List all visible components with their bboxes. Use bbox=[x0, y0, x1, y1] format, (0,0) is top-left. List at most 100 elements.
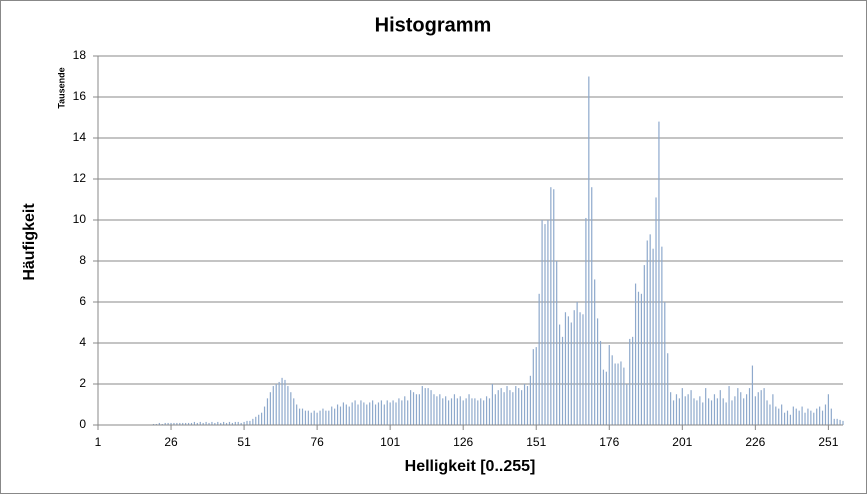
bar bbox=[223, 421, 225, 425]
bar bbox=[649, 234, 651, 425]
bar bbox=[789, 414, 792, 425]
bar bbox=[310, 412, 312, 425]
bar bbox=[728, 386, 730, 425]
bar bbox=[620, 361, 622, 425]
bar bbox=[643, 265, 645, 425]
bar bbox=[585, 217, 587, 425]
bar bbox=[667, 353, 669, 425]
bar bbox=[614, 363, 616, 425]
bar bbox=[497, 390, 499, 425]
bar bbox=[480, 398, 482, 425]
bar bbox=[658, 121, 660, 425]
bar bbox=[185, 422, 187, 425]
bar bbox=[252, 418, 254, 425]
bar bbox=[196, 422, 198, 425]
bar bbox=[316, 412, 318, 425]
bar bbox=[821, 410, 824, 425]
bar bbox=[494, 394, 496, 425]
bar bbox=[249, 420, 251, 425]
bar bbox=[401, 400, 403, 425]
y-tick-label: 8 bbox=[79, 253, 86, 267]
bar bbox=[477, 400, 479, 425]
bar bbox=[284, 379, 286, 425]
bar bbox=[640, 293, 643, 425]
bar bbox=[786, 410, 789, 425]
x-tick-label: 176 bbox=[599, 435, 619, 449]
bar bbox=[442, 398, 444, 425]
bar bbox=[345, 404, 347, 425]
bar bbox=[415, 394, 418, 425]
bar bbox=[348, 406, 350, 425]
bar bbox=[176, 422, 178, 425]
bar bbox=[363, 402, 365, 425]
bar bbox=[205, 421, 207, 425]
bar bbox=[748, 388, 751, 425]
bar bbox=[804, 412, 806, 425]
x-tick-label: 101 bbox=[380, 435, 400, 449]
bar bbox=[664, 302, 666, 425]
bar bbox=[693, 398, 695, 425]
bar bbox=[544, 224, 546, 425]
bar bbox=[372, 400, 374, 425]
bar bbox=[164, 422, 166, 425]
bar bbox=[211, 421, 213, 425]
bar bbox=[547, 220, 549, 425]
bar bbox=[740, 392, 742, 425]
bar bbox=[582, 314, 584, 425]
bar bbox=[354, 400, 356, 425]
bar bbox=[576, 302, 578, 425]
bar bbox=[526, 386, 529, 425]
bar bbox=[225, 422, 228, 425]
bar bbox=[681, 388, 683, 425]
bar bbox=[459, 396, 461, 425]
bar bbox=[199, 421, 201, 425]
bar bbox=[538, 293, 540, 425]
x-tick-label: 1 bbox=[95, 435, 102, 449]
bar bbox=[745, 394, 748, 425]
bar bbox=[351, 402, 353, 425]
bar bbox=[690, 390, 692, 425]
bar bbox=[231, 422, 233, 425]
chart-title: Histogramm bbox=[375, 14, 492, 36]
y-tick-label: 4 bbox=[79, 335, 86, 349]
bar bbox=[304, 410, 307, 425]
bar bbox=[783, 412, 786, 425]
bar bbox=[661, 246, 663, 425]
bar bbox=[678, 398, 680, 425]
bar bbox=[532, 349, 534, 425]
bar bbox=[275, 384, 277, 425]
bar bbox=[398, 398, 400, 425]
y-tick-label: 10 bbox=[73, 212, 87, 226]
bar bbox=[559, 324, 561, 425]
bar bbox=[506, 386, 508, 425]
bar bbox=[594, 279, 596, 425]
x-tick-label: 126 bbox=[453, 435, 473, 449]
bar bbox=[290, 392, 292, 425]
bar bbox=[763, 388, 765, 425]
bar bbox=[713, 394, 716, 425]
bar bbox=[687, 394, 689, 425]
bar bbox=[652, 248, 654, 425]
bar bbox=[512, 392, 514, 425]
bar bbox=[608, 345, 610, 425]
bar bbox=[465, 398, 467, 425]
bar bbox=[827, 394, 829, 425]
bar bbox=[670, 392, 672, 425]
bar bbox=[424, 388, 426, 425]
bar bbox=[263, 406, 266, 425]
bar bbox=[228, 421, 231, 425]
bar bbox=[617, 363, 619, 425]
bar bbox=[456, 398, 458, 425]
bar bbox=[453, 394, 456, 425]
y-tick-label: 6 bbox=[79, 294, 86, 308]
bar bbox=[307, 410, 309, 425]
bar bbox=[293, 398, 295, 425]
bar bbox=[634, 283, 637, 425]
bar bbox=[190, 422, 193, 425]
bar bbox=[836, 418, 838, 425]
bar bbox=[708, 398, 710, 425]
x-tick-label: 76 bbox=[310, 435, 324, 449]
bar bbox=[734, 396, 736, 425]
bar bbox=[433, 394, 435, 425]
bar bbox=[567, 316, 569, 425]
